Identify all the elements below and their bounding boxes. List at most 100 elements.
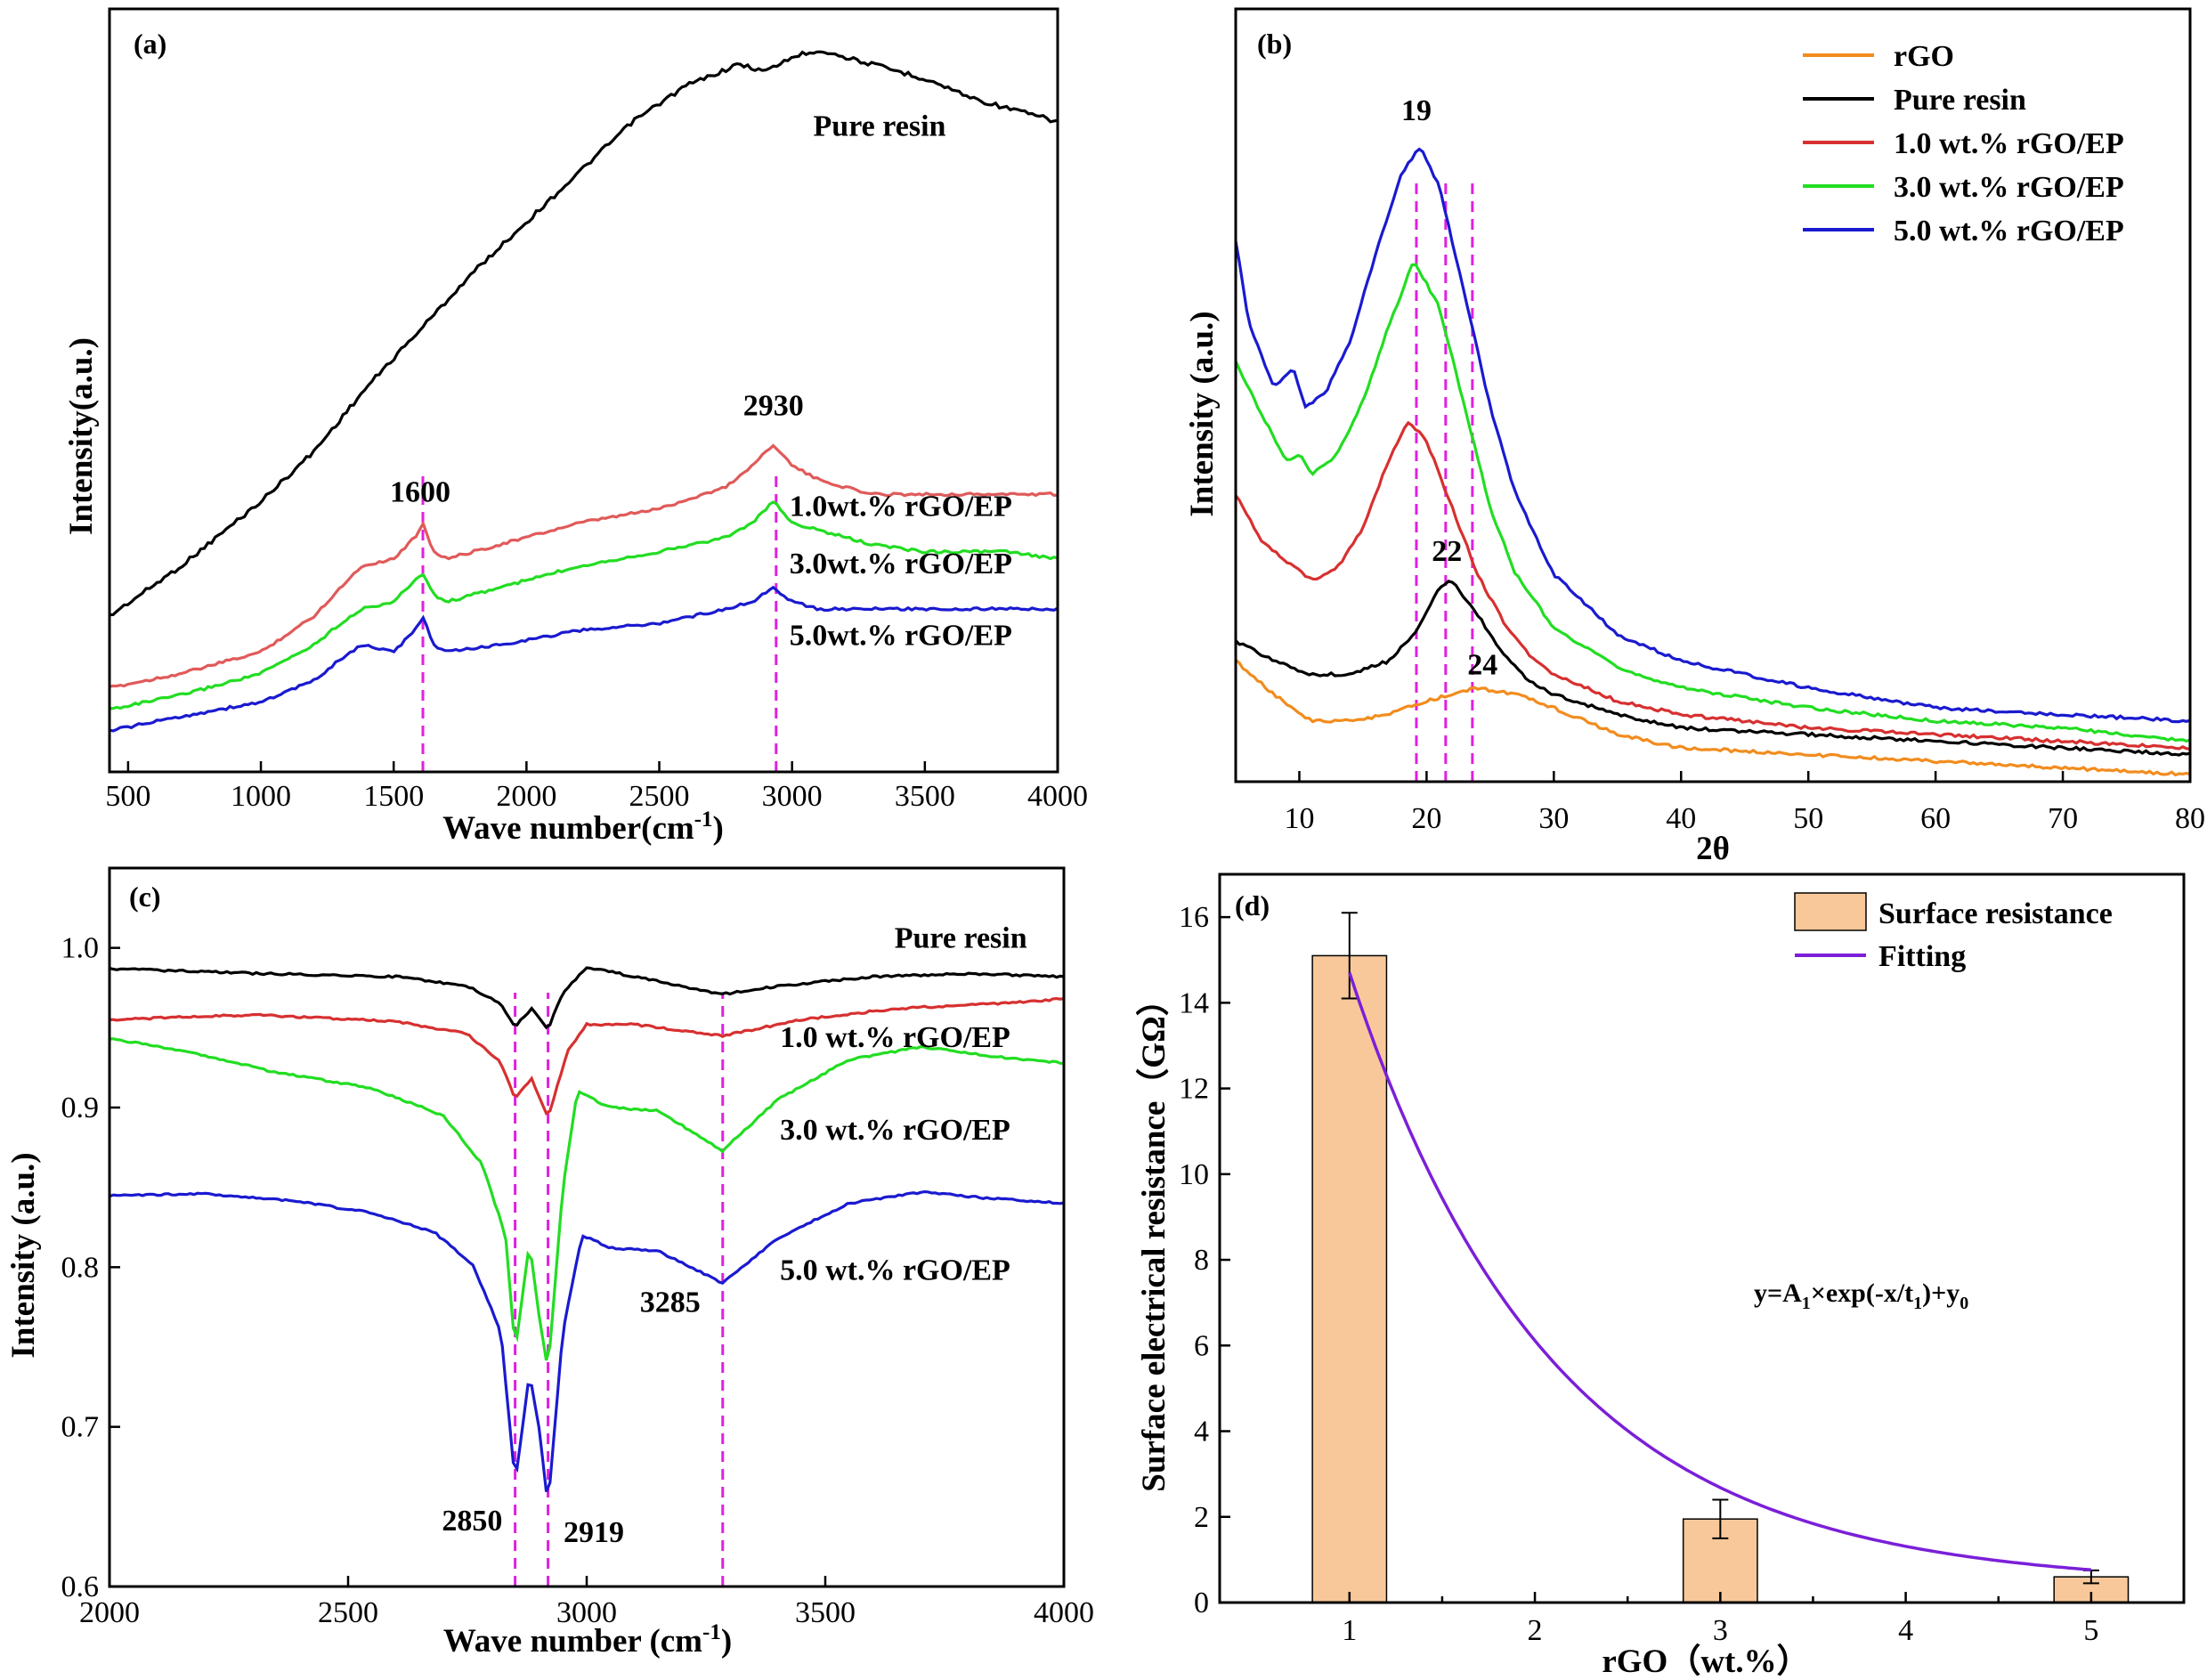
x-tick-label: 3500: [895, 780, 955, 813]
y-tick-label: 6: [1194, 1329, 1209, 1362]
panel-d-y-ticks: 0 2 4 6 8 10 12 14 16: [1179, 901, 1230, 1619]
y-tick-label: 1.0: [61, 932, 100, 965]
panel-d-fit-equation: y=A1×exp(-x/t1)+y0: [1754, 1278, 1968, 1313]
series-line-pure-resin: [109, 966, 1065, 1030]
annotation-3285: 3285: [640, 1286, 701, 1319]
x-tick-label: 2: [1528, 1614, 1543, 1647]
x-tick-label: 5: [2083, 1614, 2098, 1647]
x-tick-label: 2000: [79, 1596, 140, 1629]
series-line-1-0wt-rgo-ep: [109, 443, 1059, 688]
annotation-3-0wt-rgo-ep: 3.0wt.% rGO/EP: [790, 548, 1012, 580]
panel-d-ylabel: Surface electrical resistance（GΩ）: [1135, 983, 1172, 1491]
panel-a-xlabel: Wave number(cm-1): [442, 808, 724, 847]
annotation-1600: 1600: [390, 475, 450, 508]
annotation-2919: 2919: [564, 1516, 624, 1549]
y-tick-label: 0.8: [61, 1251, 100, 1284]
panel-a-x-ticks: 500 1000 1500 2000 2500 3000 3500 4000: [105, 761, 1088, 813]
y-tick-label: 0.6: [61, 1570, 100, 1603]
y-tick-label: 16: [1179, 901, 1209, 934]
series-line-3-0-wt-rgo-ep: [1234, 263, 2191, 743]
annotation-1-0-wt-rgo-ep: 1.0 wt.% rGO/EP: [780, 1021, 1010, 1054]
panel-c: (c) 2000 2500 3000 3500 4000 0.6 0.7 0.8 0.9 1.0…: [5, 866, 1094, 1660]
y-tick-label: 2: [1194, 1501, 1209, 1534]
series-line-5-0-wt-rgo-ep: [1234, 147, 2191, 724]
panel-c-x-ticks: 2000 2500 3000 3500 4000: [79, 1576, 1094, 1629]
series-line-1-0-wt-rgo-ep: [109, 996, 1065, 1116]
panel-b-ylabel: Intensity (a.u.): [1184, 311, 1221, 516]
panel-d-plot-area: [1311, 912, 2130, 1603]
x-tick-label: 2000: [496, 780, 556, 813]
series-line-3-0wt-rgo-ep: [109, 500, 1059, 710]
panel-d-xlabel: rGO（wt.%）: [1602, 1643, 1809, 1680]
x-tick-label: 1000: [231, 780, 291, 813]
legend-label-fitting: Fitting: [1878, 940, 1966, 973]
y-tick-label: 10: [1179, 1158, 1209, 1191]
y-tick-label: 12: [1179, 1073, 1209, 1106]
x-tick-label: 500: [105, 780, 150, 813]
x-tick-label: 4000: [1027, 780, 1088, 813]
panel-b: (b) 10 20 30 40 50 60 70 80 2θ Intensity (a.u.)…: [1184, 7, 2205, 867]
panel-c-y-ticks: 0.6 0.7 0.8 0.9 1.0: [61, 932, 120, 1603]
series-line-5-0wt-rgo-ep: [109, 585, 1059, 733]
y-tick-label: 0.9: [61, 1092, 100, 1124]
y-tick-label: 8: [1194, 1244, 1209, 1277]
legend-label-pure-resin: Pure resin: [1894, 84, 2026, 117]
x-tick-label: 70: [2048, 802, 2078, 835]
annotation-2930: 2930: [743, 390, 804, 423]
x-tick-label: 3000: [556, 1596, 617, 1629]
y-tick-label: 4: [1194, 1416, 1209, 1449]
panel-a-ylabel: Intensity(a.u.): [63, 337, 100, 535]
series-line-rgo: [1234, 658, 2191, 777]
panel-c-label: (c): [129, 881, 161, 913]
panel-b-legend: rGO Pure resin 1.0 wt.% rGO/EP 3.0 wt.% rGO…: [1803, 40, 2124, 248]
panel-a-frame: [108, 7, 1059, 774]
y-tick-label: 0: [1194, 1587, 1209, 1619]
panel-c-plot-area: [109, 966, 1065, 1587]
series-line-3-0-wt-rgo-ep: [109, 1037, 1064, 1361]
panel-d-legend: Surface resistance Fitting: [1794, 892, 2113, 973]
panel-b-plot-area: [1234, 147, 2191, 782]
bar-wt-1: [1311, 954, 1388, 1603]
annotation-pure-resin: Pure resin: [814, 110, 946, 143]
panel-b-annotations: 19 22 24: [1401, 94, 1497, 682]
x-tick-label: 60: [1920, 802, 1951, 835]
panel-a-plot-area: [109, 50, 1059, 772]
x-tick-label: 4000: [1034, 1596, 1094, 1629]
x-tick-label: 2500: [629, 780, 690, 813]
annotation-5-0-wt-rgo-ep: 5.0 wt.% rGO/EP: [780, 1254, 1010, 1287]
series-line-pure-resin: [109, 50, 1059, 617]
panel-b-label: (b): [1257, 28, 1292, 60]
legend-swatch-surface-resistance: [1794, 892, 1867, 931]
y-tick-label: 14: [1179, 986, 1209, 1019]
annotation-1-0wt-rgo-ep: 1.0wt.% rGO/EP: [790, 490, 1012, 523]
panel-b-xlabel: 2θ: [1696, 831, 1730, 867]
panel-b-x-ticks: 10 20 30 40 50 60 70 80: [1284, 771, 2205, 835]
annotation-22: 22: [1432, 535, 1462, 568]
panel-d-frame: [1218, 872, 2186, 1604]
annotation-2850: 2850: [442, 1505, 502, 1538]
y-tick-label: 0.7: [61, 1411, 100, 1444]
x-tick-label: 3000: [762, 780, 823, 813]
annotation-19: 19: [1401, 94, 1432, 127]
x-tick-label: 20: [1411, 802, 1441, 835]
legend-label-5-0-wt-rgo-ep: 5.0 wt.% rGO/EP: [1894, 215, 2124, 248]
x-tick-label: 30: [1538, 802, 1569, 835]
panel-c-annotations: Pure resin 1.0 wt.% rGO/EP 3.0 wt.% rGO/EP…: [442, 922, 1026, 1549]
x-tick-label: 50: [1793, 802, 1823, 835]
series-line-1-0-wt-rgo-ep: [1234, 420, 2191, 751]
series-line-pure-resin: [1234, 580, 2191, 757]
panel-b-frame: [1234, 7, 2192, 783]
annotation-24: 24: [1467, 649, 1497, 682]
panel-a: (a) 500 1000 1500 2000 2500 3000 3500 4000 Wave…: [63, 7, 1088, 847]
x-tick-label: 40: [1666, 802, 1696, 835]
x-tick-label: 3: [1713, 1614, 1728, 1647]
x-tick-label: 3500: [795, 1596, 856, 1629]
legend-label-surface-resistance: Surface resistance: [1878, 897, 2113, 930]
legend-label-3-0-wt-rgo-ep: 3.0 wt.% rGO/EP: [1894, 171, 2124, 204]
fit-curve: [1348, 971, 2092, 1571]
annotation-pure-resin: Pure resin: [895, 922, 1027, 955]
x-tick-label: 10: [1284, 802, 1314, 835]
annotation-5-0wt-rgo-ep: 5.0wt.% rGO/EP: [790, 619, 1012, 652]
